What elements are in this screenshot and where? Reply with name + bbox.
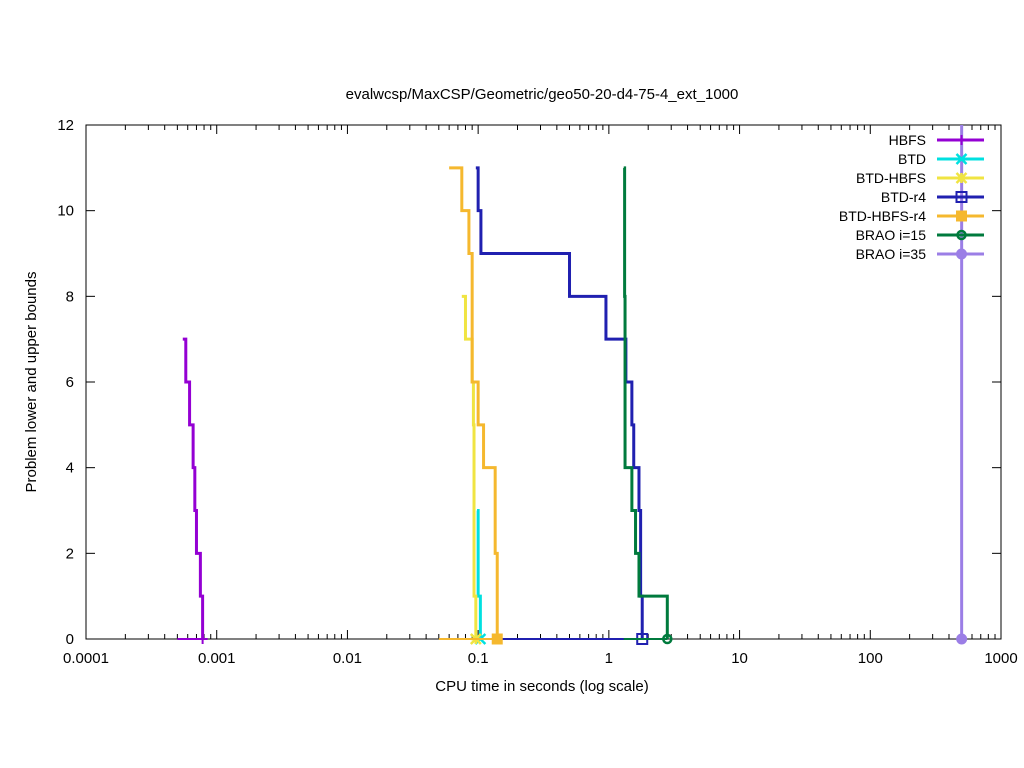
series-upper-bound-line bbox=[461, 294, 478, 639]
x-tick-label: 10 bbox=[731, 650, 748, 667]
marker-cross bbox=[955, 153, 968, 165]
marker-square bbox=[955, 191, 968, 203]
marker-plus bbox=[197, 634, 208, 644]
y-tick-label: 2 bbox=[66, 545, 74, 562]
legend-item: BTD bbox=[898, 151, 984, 167]
marker-star bbox=[955, 172, 968, 184]
x-tick-label: 1000 bbox=[984, 650, 1017, 667]
series-upper-bound-line bbox=[475, 166, 644, 639]
marker-filled-circle bbox=[956, 248, 967, 260]
y-tick-label: 12 bbox=[57, 117, 74, 134]
x-axis-label: CPU time in seconds (log scale) bbox=[435, 678, 648, 695]
legend: HBFS BTD BTD-HBFS BTD-r4 BTD-HBFS-r4 BRAO i=1… bbox=[839, 132, 984, 262]
legend-item: BRAO i=15 bbox=[856, 227, 984, 243]
y-axis-label: Problem lower and upper bounds bbox=[23, 272, 40, 493]
legend-label: BTD-r4 bbox=[881, 189, 926, 205]
series-5 bbox=[623, 166, 673, 645]
marker-circle bbox=[956, 229, 967, 241]
legend-label: BTD bbox=[898, 151, 926, 167]
series-layer bbox=[177, 125, 968, 645]
plot-area bbox=[85, 124, 1002, 640]
series-upper-bound-line bbox=[476, 509, 482, 639]
y-tick-label: 0 bbox=[66, 631, 74, 648]
legend-item: BRAO i=35 bbox=[856, 246, 984, 262]
marker-circle bbox=[662, 633, 673, 645]
x-tick-label: 1 bbox=[605, 650, 613, 667]
marker-plus bbox=[956, 135, 967, 145]
marker-filled-square bbox=[491, 633, 503, 645]
y-tick-label: 6 bbox=[66, 374, 74, 391]
legend-label: BTD-HBFS-r4 bbox=[839, 208, 926, 224]
legend-item: BTD-HBFS bbox=[856, 170, 984, 186]
chart-title: evalwcsp/MaxCSP/Geometric/geo50-20-d4-75… bbox=[346, 86, 739, 103]
legend-label: HBFS bbox=[889, 132, 926, 148]
legend-label: BRAO i=15 bbox=[856, 227, 927, 243]
series-upper-bound-line bbox=[182, 337, 205, 639]
x-tick-label: 0.001 bbox=[198, 650, 236, 667]
series-upper-bound-line bbox=[623, 166, 669, 639]
y-tick-label: 10 bbox=[57, 203, 74, 220]
y-tick-label: 8 bbox=[66, 288, 74, 305]
series-upper-bound-line bbox=[449, 166, 499, 639]
marker-filled-circle bbox=[956, 633, 968, 645]
marker-filled-square bbox=[956, 210, 967, 222]
x-tick-label: 0.01 bbox=[333, 650, 362, 667]
legend-item: BTD-HBFS-r4 bbox=[839, 208, 984, 224]
axis-ticks: 0 2 4 6 8 10 12 0.0001 0.001 0.01 0.1 1 10 100 1000 bbox=[57, 117, 1017, 667]
series-4 bbox=[438, 166, 503, 645]
x-tick-label: 0.0001 bbox=[63, 650, 109, 667]
legend-item: BTD-r4 bbox=[881, 189, 984, 205]
legend-item: HBFS bbox=[889, 132, 984, 148]
x-tick-label: 0.1 bbox=[468, 650, 489, 667]
series-0 bbox=[177, 337, 208, 644]
legend-label: BRAO i=35 bbox=[856, 246, 927, 262]
series-3 bbox=[475, 166, 649, 645]
x-tick-label: 100 bbox=[858, 650, 883, 667]
y-tick-label: 4 bbox=[66, 460, 74, 477]
legend-label: BTD-HBFS bbox=[856, 170, 926, 186]
